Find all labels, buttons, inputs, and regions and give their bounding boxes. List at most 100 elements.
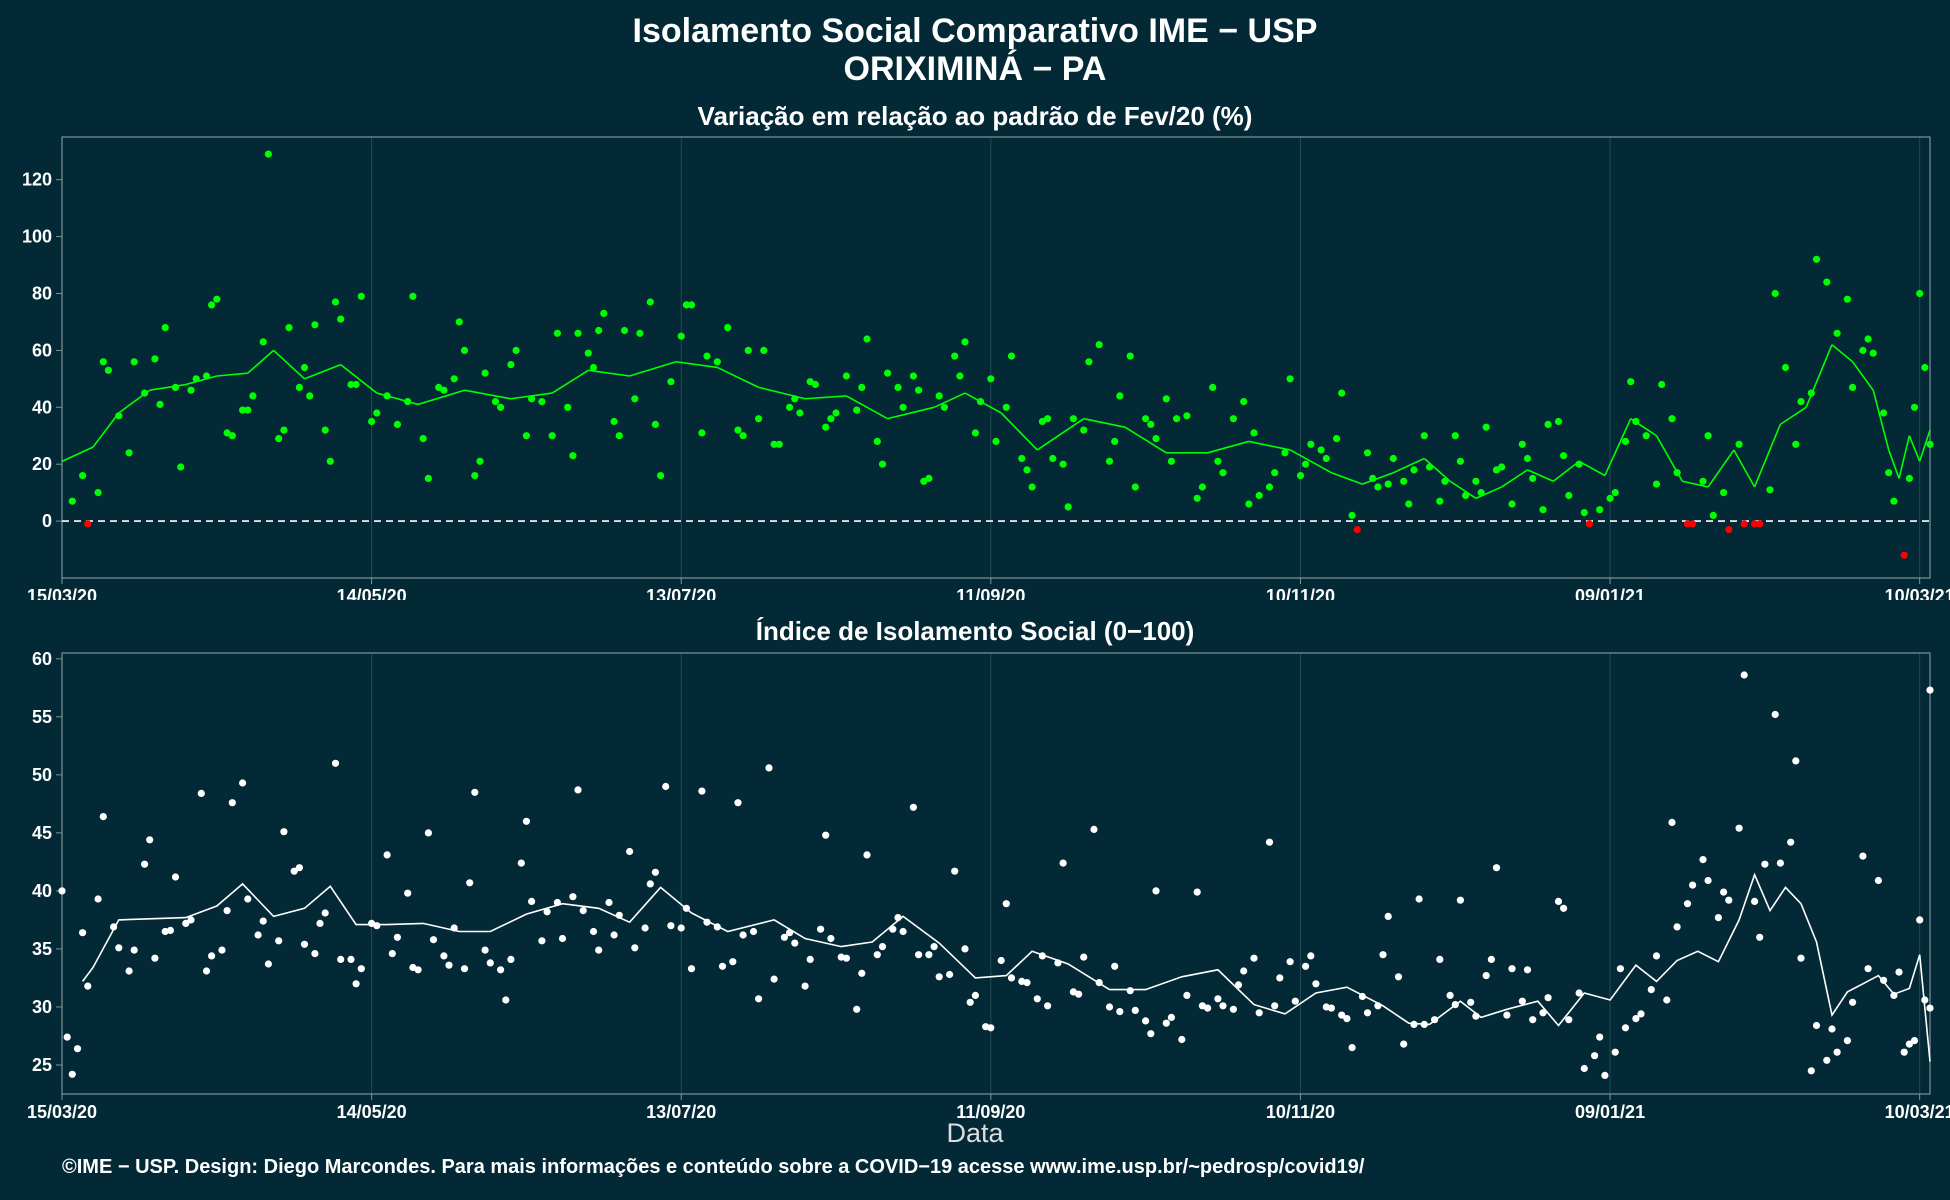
data-point — [275, 435, 283, 443]
data-point — [450, 375, 458, 383]
data-point — [538, 937, 546, 945]
data-point — [1916, 289, 1924, 298]
data-point — [1033, 995, 1041, 1003]
data-point — [1647, 986, 1655, 994]
data-point — [528, 897, 536, 906]
moving-average-segment — [1753, 424, 1782, 488]
data-point — [141, 389, 149, 397]
data-point — [909, 803, 918, 811]
data-point — [1683, 520, 1692, 528]
data-point — [940, 403, 949, 411]
moving-average-segment — [247, 349, 275, 374]
moving-average-segment — [675, 360, 718, 369]
data-point — [1384, 480, 1392, 488]
data-point — [1064, 503, 1072, 511]
data-point — [832, 409, 840, 417]
data-point — [610, 417, 618, 426]
data-point — [1843, 1037, 1851, 1045]
data-point — [786, 403, 794, 411]
data-point — [1560, 904, 1568, 912]
data-point — [393, 420, 401, 428]
data-point — [1059, 460, 1067, 468]
data-point — [1601, 1071, 1609, 1079]
data-point — [589, 927, 598, 936]
moving-average-segment — [1362, 471, 1394, 485]
data-point — [347, 380, 355, 389]
x-tick-label: 09/01/21 — [1575, 1102, 1645, 1122]
data-point — [1245, 500, 1253, 508]
data-point — [1575, 989, 1583, 997]
data-point — [1792, 757, 1800, 765]
data-point — [151, 355, 159, 363]
data-point — [569, 452, 577, 460]
data-point — [1229, 415, 1237, 423]
data-point — [300, 940, 309, 948]
data-point — [703, 352, 711, 360]
data-point — [842, 954, 851, 962]
data-point — [68, 497, 76, 505]
data-point — [827, 934, 835, 943]
data-point — [853, 1005, 861, 1013]
data-point — [1843, 295, 1851, 303]
data-point — [130, 358, 138, 366]
data-point — [817, 925, 825, 933]
data-point — [1379, 951, 1387, 959]
data-point — [569, 893, 577, 901]
x-tick-label: 13/07/20 — [646, 586, 716, 600]
data-point — [1111, 437, 1119, 445]
data-point — [177, 463, 185, 471]
moving-average-segment — [1851, 361, 1874, 391]
data-point — [1394, 973, 1403, 981]
data-point — [553, 898, 562, 907]
moving-average-segment — [1887, 449, 1900, 479]
data-point — [1069, 415, 1077, 423]
data-point — [574, 786, 582, 794]
data-point — [1018, 454, 1026, 463]
data-point — [368, 417, 376, 426]
data-point — [1420, 1020, 1428, 1028]
data-point — [579, 907, 587, 915]
y-tick-label: 80 — [32, 283, 52, 303]
data-point — [1271, 1002, 1279, 1010]
data-point — [1704, 432, 1712, 440]
data-point — [1828, 1025, 1836, 1033]
moving-average-segment — [1552, 460, 1580, 482]
data-point — [878, 943, 887, 951]
data-point — [971, 991, 980, 1000]
data-point — [393, 933, 401, 941]
data-point — [1234, 981, 1243, 989]
data-point — [1900, 1048, 1908, 1056]
data-point — [806, 955, 814, 964]
data-point — [300, 363, 309, 372]
figure-title: Isolamento Social Comparativo IME − USP — [632, 12, 1318, 50]
data-point — [445, 961, 453, 969]
data-point — [357, 292, 365, 300]
data-point — [280, 426, 288, 434]
data-point — [1683, 900, 1692, 908]
data-point — [383, 392, 391, 400]
data-point — [1833, 329, 1841, 337]
data-point — [476, 457, 484, 465]
data-point — [1054, 959, 1062, 967]
data-point — [863, 851, 871, 859]
data-point — [878, 460, 887, 468]
data-point — [1668, 415, 1676, 423]
data-point — [1487, 955, 1495, 964]
data-point — [1178, 1035, 1186, 1044]
data-point — [1183, 991, 1191, 1000]
data-point — [1699, 477, 1707, 485]
moving-average-segment — [1707, 449, 1735, 488]
data-point — [1890, 991, 1898, 1000]
data-point — [1167, 1013, 1175, 1022]
data-point — [703, 918, 711, 926]
data-point — [894, 383, 902, 391]
data-point — [1446, 991, 1454, 1000]
data-point — [1921, 363, 1929, 372]
y-tick-label: 55 — [32, 707, 52, 727]
data-point — [1286, 958, 1294, 966]
data-point — [1518, 440, 1526, 448]
data-point — [223, 907, 231, 915]
data-point — [79, 472, 87, 480]
data-point — [1885, 469, 1893, 477]
